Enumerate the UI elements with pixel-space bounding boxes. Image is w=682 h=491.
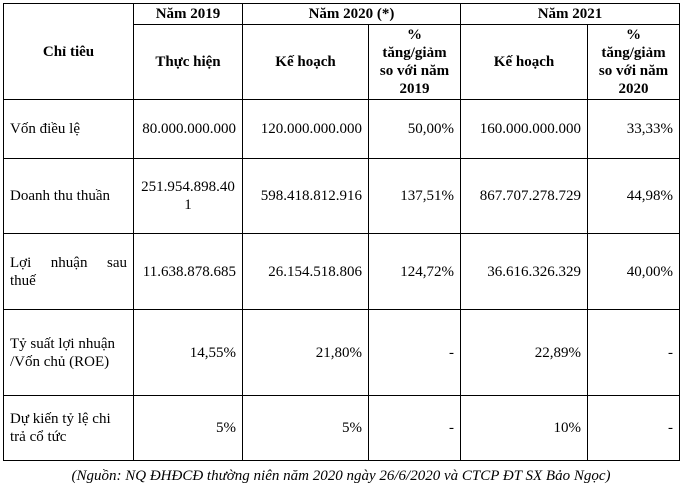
cell-2020-plan: 598.418.812.916 — [242, 158, 369, 234]
row-label: Vốn điều lệ — [3, 99, 134, 159]
row-label-line: Dự kiến tỷ lệ chi — [10, 411, 111, 427]
cell-2021-pct: 44,98% — [587, 158, 680, 234]
cell-2019-line: 1 — [184, 197, 192, 213]
header-pct-2020-line: tăng/giảm — [382, 45, 447, 61]
cell-2020-pct: - — [368, 309, 461, 396]
cell-2020-plan: 21,80% — [242, 309, 369, 396]
row-label: Dự kiến tỷ lệ chi trả cổ tức — [3, 395, 134, 461]
header-pct-2021-line: 2020 — [618, 81, 649, 97]
cell-2021-pct: - — [587, 395, 680, 461]
cell-2019: 251.954.898.40 1 — [133, 158, 243, 234]
table-row: Tỷ suất lợi nhuận /Vốn chủ (ROE) 14,55% … — [3, 309, 680, 396]
header-year-2021: Năm 2021 — [460, 3, 680, 25]
table-row: Doanh thu thuần 251.954.898.40 1 598.418… — [3, 158, 680, 234]
cell-2021-plan: 160.000.000.000 — [460, 99, 588, 159]
cell-2020-plan: 26.154.518.806 — [242, 233, 369, 310]
row-label: Tỷ suất lợi nhuận /Vốn chủ (ROE) — [3, 309, 134, 396]
cell-2019: 5% — [133, 395, 243, 461]
cell-2020-plan: 120.000.000.000 — [242, 99, 369, 159]
header-thuc-hien: Thực hiện — [133, 24, 243, 100]
header-row-sub: Thực hiện Kế hoạch % tăng/giảm so với nă… — [4, 24, 680, 100]
row-label-line: trả cổ tức — [10, 429, 67, 445]
cell-2021-plan: 867.707.278.729 — [460, 158, 588, 234]
cell-2020-pct: 137,51% — [368, 158, 461, 234]
cell-2020-pct: - — [368, 395, 461, 461]
cell-2021-pct: 40,00% — [587, 233, 680, 310]
header-pct-2021-line: so với năm — [598, 63, 669, 79]
cell-2019: 14,55% — [133, 309, 243, 396]
cell-2020-pct: 50,00% — [368, 99, 461, 159]
header-pct-2021: % tăng/giảm so với năm 2020 — [587, 24, 680, 100]
table-row: Dự kiến tỷ lệ chi trả cổ tức 5% 5% - 10%… — [3, 395, 680, 461]
header-ke-hoach-2021: Kế hoạch — [460, 24, 588, 100]
cell-2021-pct: 33,33% — [587, 99, 680, 159]
cell-2019: 80.000.000.000 — [133, 99, 243, 159]
cell-2019-line: 251.954.898.40 — [141, 179, 235, 195]
row-label-line: Lợi nhuận sau — [10, 254, 127, 271]
header-pct-2020-line: so với năm — [379, 63, 450, 79]
source-note: (Nguồn: NQ ĐHĐCĐ thường niên năm 2020 ng… — [71, 468, 611, 484]
cell-2021-plan: 10% — [460, 395, 588, 461]
row-label-line: Tỷ suất lợi nhuận — [10, 335, 115, 352]
header-pct-2021-line: % — [626, 27, 641, 43]
cell-2021-plan: 36.616.326.329 — [460, 233, 588, 310]
cell-2019: 11.638.878.685 — [133, 233, 243, 310]
row-label: Doanh thu thuần — [3, 158, 134, 234]
header-pct-2020-line: 2019 — [399, 81, 430, 97]
row-label: Lợi nhuận sau thuế — [3, 233, 134, 310]
table-row: Lợi nhuận sau thuế 11.638.878.685 26.154… — [3, 233, 680, 310]
row-label-line: /Vốn chủ (ROE) — [10, 353, 110, 370]
header-row-years: Chỉ tiêu Năm 2019 Năm 2020 (*) Năm 2021 — [3, 3, 680, 100]
table-row: Vốn điều lệ 80.000.000.000 120.000.000.0… — [3, 99, 680, 159]
header-pct-2020: % tăng/giảm so với năm 2019 — [368, 24, 461, 100]
header-ke-hoach-2020: Kế hoạch — [242, 24, 369, 100]
header-year-2019: Năm 2019 — [133, 3, 243, 25]
cell-2020-plan: 5% — [242, 395, 369, 461]
cell-2020-pct: 124,72% — [368, 233, 461, 310]
cell-2021-pct: - — [587, 309, 680, 396]
header-chi-tieu: Chỉ tiêu — [3, 3, 134, 100]
cell-2021-plan: 22,89% — [460, 309, 588, 396]
header-year-2020: Năm 2020 (*) — [242, 3, 461, 25]
header-pct-2020-line: % — [407, 27, 422, 43]
financial-plan-table: Chỉ tiêu Năm 2019 Năm 2020 (*) Năm 2021 … — [3, 3, 680, 461]
header-pct-2021-line: tăng/giảm — [601, 45, 666, 61]
row-label-line: thuế — [10, 272, 36, 289]
